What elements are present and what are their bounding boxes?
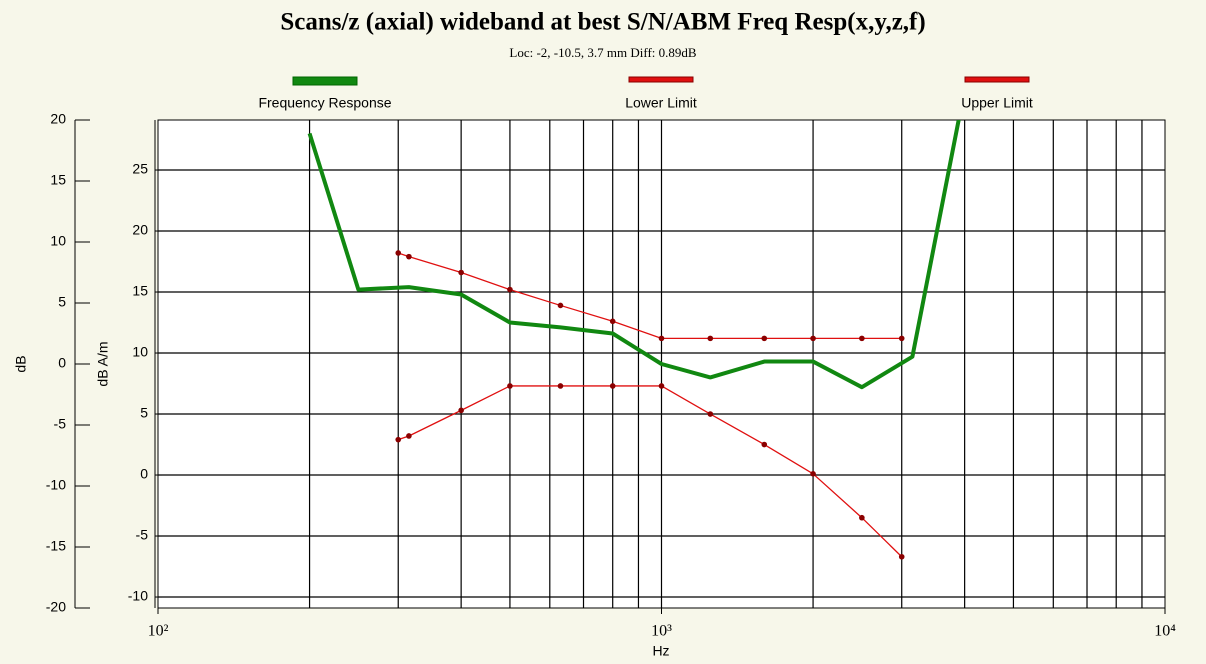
legend-label: Upper Limit: [961, 95, 1033, 111]
series-point: [859, 514, 865, 521]
y-tick-label: 20: [50, 111, 66, 127]
y-tick-label: -5: [54, 416, 67, 432]
series-point: [609, 318, 616, 325]
x-tick-label: 10³: [651, 623, 672, 640]
series-point: [707, 411, 714, 417]
series-point: [810, 471, 816, 477]
series-point: [609, 383, 616, 389]
y2-tick-label: 5: [140, 405, 148, 421]
series-point: [898, 335, 905, 342]
x-axis-label: Hz: [652, 643, 669, 659]
series-point: [557, 383, 564, 389]
legend-label: Frequency Response: [258, 95, 391, 111]
y2-tick-label: 0: [140, 466, 148, 482]
legend-swatch: [964, 76, 1030, 83]
y-axis-label: dB: [13, 355, 29, 372]
series-point: [761, 441, 768, 448]
series-point: [406, 253, 412, 260]
x-tick-label: 10⁴: [1154, 623, 1176, 640]
series-point: [859, 335, 865, 342]
y2-tick-label: -5: [136, 527, 149, 543]
y-tick-label: -20: [46, 599, 66, 615]
chart-title: Scans/z (axial) wideband at best S/N/ABM…: [280, 9, 925, 36]
y-tick-label: 10: [50, 233, 66, 249]
series-point: [395, 436, 402, 443]
series-line: [398, 252, 902, 340]
series-point: [658, 335, 665, 342]
y-tick-label: -15: [46, 538, 66, 554]
legend-swatch: [628, 76, 694, 83]
y2-axis-label: dB A/m: [95, 341, 111, 386]
series-point: [458, 269, 464, 276]
series-point: [658, 383, 665, 389]
plot-layer: [158, 120, 1165, 608]
y2-tick-label: 10: [132, 344, 148, 360]
series-point: [406, 433, 412, 439]
series-point: [898, 553, 905, 560]
y2-tick-label: 15: [132, 283, 148, 299]
series-point: [761, 335, 768, 342]
y2-tick-label: 25: [132, 161, 148, 177]
series-point: [507, 286, 513, 293]
series-line: [307, 120, 961, 390]
series-point: [810, 335, 816, 342]
series-point: [395, 250, 402, 256]
y-tick-label: 15: [50, 172, 66, 188]
series-point: [458, 407, 464, 414]
y2-tick-label: -10: [128, 588, 148, 604]
series-point: [557, 302, 564, 309]
legend-label: Lower Limit: [625, 95, 697, 111]
y-tick-label: -10: [46, 477, 66, 493]
series-point: [507, 383, 513, 389]
chart-subtitle: Loc: -2, -10.5, 3.7 mm Diff: 0.89dB: [509, 45, 696, 60]
x-tick-label: 10²: [148, 623, 169, 640]
legend-swatch: [292, 76, 358, 86]
series-point: [707, 335, 714, 342]
y-tick-label: 0: [58, 355, 66, 371]
series-line: [398, 385, 903, 558]
y2-tick-label: 20: [132, 222, 148, 238]
y-tick-label: 5: [58, 294, 66, 310]
